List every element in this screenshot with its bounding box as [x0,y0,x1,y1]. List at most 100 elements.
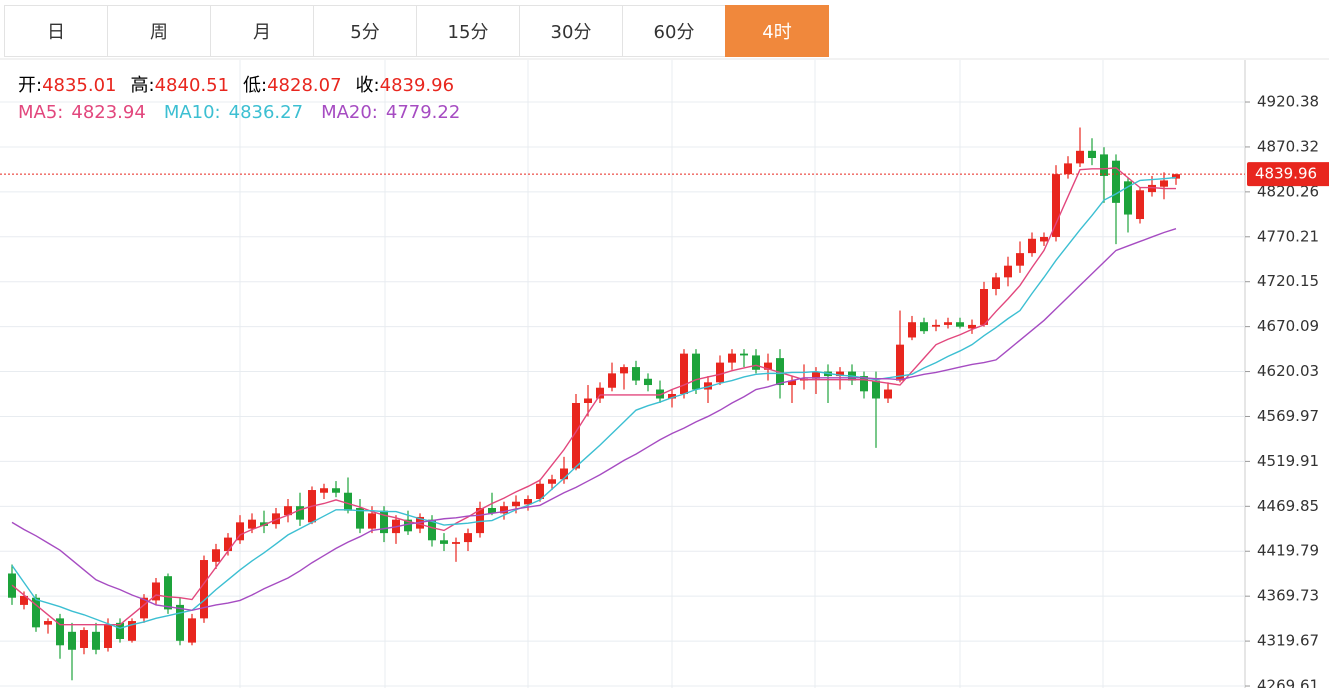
legend-name: MA5: [18,102,64,123]
candle-body [716,362,724,383]
ohlc-row: 开:4835.01 高:4840.51 低:4828.07 收:4839.96 [18,72,478,99]
candle-body [488,507,496,514]
candle-body [524,499,532,505]
candle-body [1160,180,1168,187]
period-tab[interactable]: 月 [210,5,314,57]
candle-body [548,479,556,484]
y-tick-label: 4419.79 [1257,542,1319,560]
period-tab[interactable]: 周 [107,5,211,57]
ma-line [11,167,1177,626]
period-tab[interactable]: 30分 [519,5,623,57]
candle-body [380,510,388,534]
candle-body [812,371,820,379]
ma-row: MA5: 4823.94 MA10: 4836.27 MA20: 4779.22 [18,99,478,126]
candle-body [1016,253,1024,266]
period-tab[interactable]: 5分 [313,5,417,57]
y-tick-label: 4720.15 [1257,272,1319,290]
candle-body [128,621,136,641]
candle-body [584,398,592,403]
candle-body [644,378,652,386]
y-tick-label: 4569.97 [1257,407,1319,425]
last-price-box [1247,162,1329,187]
candle-body [356,507,364,529]
candle-body [956,322,964,327]
candle-body [776,358,784,386]
candle-body [68,631,76,650]
period-tab[interactable]: 15分 [416,5,520,57]
candle-body [680,353,688,395]
candle-body [224,537,232,552]
candle-body [440,540,448,544]
candle-body [560,468,568,480]
candle-body [212,549,220,562]
candle-body [1004,265,1012,278]
last-price-label: 4839.96 [1255,165,1317,183]
candle-body [572,402,580,469]
candle-body [872,380,880,399]
candle-body [620,367,628,374]
candle-body [104,624,112,648]
candle-body [836,371,844,377]
candle-body [788,380,796,386]
y-tick-label: 4369.73 [1257,587,1319,605]
legend-name: MA10: [163,102,221,123]
candle-body [608,373,616,388]
ohlc-label: 高: [130,75,155,96]
candle-body [80,630,88,648]
candle-body [296,506,304,520]
candle-body [176,604,184,641]
ohlc-label: 收: [355,75,380,96]
y-tick-label: 4469.85 [1257,497,1319,515]
y-tick-label: 4920.38 [1257,93,1319,111]
legend-value: 4779.22 [385,102,461,123]
candle-body [272,513,280,525]
period-tab[interactable]: 日 [4,5,108,57]
legend-name: MA20: [321,102,378,123]
period-tabs: 日周月 5分 15分 30分 60分 4时 [4,5,829,58]
candle-body [596,387,604,399]
candle-body [32,597,40,628]
ohlc-value: 4839.96 [379,75,455,96]
legend-value: 4823.94 [71,102,146,123]
candle-body [1148,184,1156,193]
candle-body [116,622,124,640]
candle-body [1088,150,1096,158]
candle-body [284,506,292,516]
candle-body [56,618,64,646]
candle-body [1040,236,1048,242]
candle-body [536,483,544,500]
candle-body [260,522,268,526]
y-tick-label: 4269.61 [1257,677,1319,688]
candle-body [752,355,760,370]
candle-body [200,560,208,619]
ma-line [11,176,1177,629]
candle-body [692,353,700,390]
candle-body [896,344,904,381]
candle-body [152,582,160,601]
candle-body [740,353,748,356]
candle-body [944,322,952,325]
period-tab[interactable]: 4时 [725,5,829,57]
y-tick-label: 4319.67 [1257,632,1319,650]
candle-body [908,322,916,338]
candle-body [452,542,460,544]
candle-body [164,576,172,610]
ohlc-value: 4835.01 [42,75,117,96]
candle-body [1076,150,1084,164]
ohlc-value: 4840.51 [154,75,230,96]
period-tab[interactable]: 60分 [622,5,726,57]
y-tick-label: 4770.21 [1257,227,1319,245]
candle-body [668,394,676,399]
candle-body [344,492,352,511]
candle-body [1136,190,1144,220]
candle-body [1124,181,1132,215]
candle-body [920,322,928,332]
candle-body [512,501,520,507]
candle-body [1064,163,1072,175]
candle-body [476,507,484,534]
candle-body [1052,174,1060,237]
candle-body [332,488,340,493]
candle-body [728,353,736,363]
candle-body [428,519,436,541]
